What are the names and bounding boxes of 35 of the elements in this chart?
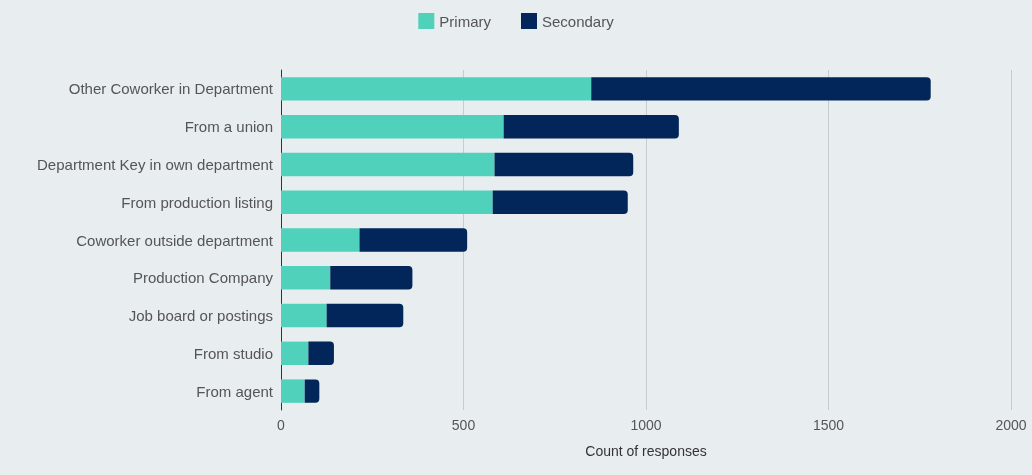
bar — [492, 190, 628, 214]
y-tick-label: Other Coworker in Department — [68, 80, 274, 98]
legend-label: Primary — [439, 12, 492, 30]
bar — [281, 303, 327, 328]
bar — [281, 114, 504, 139]
x-tick-label: 1000 — [630, 417, 662, 433]
bar — [281, 341, 309, 366]
y-tick-label: Production Company — [132, 269, 274, 287]
x-axis-title: Count of responses — [585, 443, 707, 459]
bar — [503, 114, 679, 139]
bar — [281, 190, 493, 214]
bar — [281, 77, 592, 101]
y-tick-label: From agent — [196, 382, 274, 400]
y-tick-label: From production listing — [121, 193, 273, 211]
x-tick-label: 0 — [277, 417, 286, 433]
bar — [281, 152, 495, 177]
x-tick-label: 500 — [451, 417, 476, 433]
bar — [330, 266, 413, 290]
y-tick-label: From studio — [193, 344, 273, 362]
bar — [281, 228, 360, 252]
y-tick-label: From a union — [184, 118, 273, 136]
y-tick-label: Coworker outside department — [76, 231, 274, 249]
x-tick-label: 2000 — [995, 417, 1027, 433]
legend-label: Secondary — [541, 12, 615, 30]
bar — [326, 303, 404, 328]
bar — [304, 379, 320, 403]
x-tick-label: 1500 — [812, 417, 845, 433]
bar — [359, 228, 468, 252]
bar — [494, 152, 634, 177]
y-tick-label: Job board or postings — [128, 307, 273, 325]
bar — [591, 77, 931, 101]
bar — [281, 266, 331, 290]
bar — [281, 379, 305, 403]
bar — [308, 341, 334, 366]
y-tick-label: Department Key in own department — [37, 155, 274, 173]
